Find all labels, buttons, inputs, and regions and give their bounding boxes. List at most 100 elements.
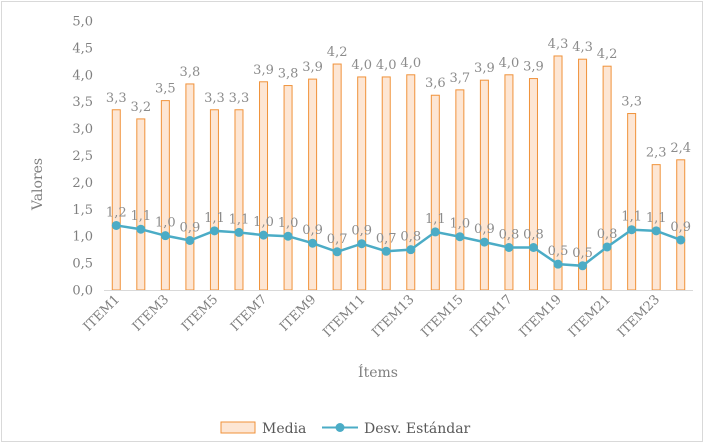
desv-estandar-point — [160, 231, 170, 241]
x-tick-label: ITEM23 — [615, 292, 663, 340]
media-bar — [430, 94, 440, 291]
desv-data-label: 0,8 — [499, 227, 520, 242]
media-data-label: 4,2 — [327, 45, 348, 60]
x-axis-label: Ítems — [358, 363, 398, 381]
media-bar — [528, 78, 538, 291]
desv-data-label: 1,1 — [646, 211, 667, 226]
desv-data-label: 1,0 — [253, 215, 274, 230]
media-bar — [504, 74, 514, 291]
legend: Media Desv. Estándar — [220, 421, 471, 437]
desv-estandar-point — [651, 226, 661, 236]
desv-data-label: 1,0 — [155, 216, 176, 231]
x-tick-label: ITEM13 — [369, 292, 417, 340]
desv-estandar-point — [479, 237, 489, 247]
y-tick-label: 2,0 — [72, 176, 93, 191]
x-tick-label: ITEM15 — [418, 292, 466, 340]
desv-estandar-point — [406, 245, 416, 255]
x-tick-label: ITEM3 — [130, 292, 172, 334]
media-bar — [602, 65, 612, 291]
desv-estandar-point — [676, 235, 686, 245]
y-axis-ticks: 0,0 0,5 1,0 1,5 2,0 2,5 3,0 3,5 4,0 4,5 5,0 — [72, 15, 93, 299]
desv-estandar-point — [136, 224, 146, 234]
y-tick-label: 1,0 — [72, 230, 93, 245]
media-bar — [479, 79, 489, 291]
desv-data-label: 0,9 — [474, 222, 495, 237]
media-data-label: 4,0 — [400, 56, 421, 71]
desv-estandar-point — [185, 236, 195, 246]
y-tick-label: 1,5 — [72, 203, 93, 218]
desv-estandar-point — [602, 242, 612, 252]
x-tick-label: ITEM1 — [81, 292, 123, 334]
media-data-label: 2,4 — [670, 141, 691, 156]
desv-estandar-point — [528, 242, 538, 252]
desv-estandar-point — [259, 230, 269, 240]
y-tick-label: 0,5 — [72, 257, 93, 272]
desv-estandar-point — [504, 242, 514, 252]
x-tick-label: ITEM21 — [566, 292, 614, 340]
y-axis-label: Valores — [30, 158, 46, 211]
y-tick-label: 4,5 — [72, 41, 93, 56]
media-data-label: 3,9 — [302, 60, 323, 75]
media-data-label: 3,2 — [130, 100, 151, 115]
x-tick-label: ITEM5 — [179, 292, 221, 334]
legend-desv-swatch-marker — [335, 423, 345, 432]
media-bar — [259, 81, 269, 291]
desv-estandar-point — [553, 259, 563, 269]
desv-estandar-point — [308, 238, 318, 248]
media-data-label: 4,3 — [572, 40, 593, 55]
x-tick-label: ITEM9 — [277, 292, 319, 334]
media-data-label: 3,3 — [204, 91, 225, 106]
media-data-label: 3,9 — [474, 61, 495, 76]
desv-data-label: 1,1 — [130, 209, 151, 224]
desv-estandar-point — [234, 227, 244, 237]
legend-desv-label: Desv. Estándar — [364, 421, 471, 437]
desv-estandar-point — [332, 247, 342, 257]
media-data-label: 3,3 — [106, 91, 127, 106]
media-data-label: 3,3 — [229, 91, 250, 106]
y-tick-label: 3,5 — [72, 95, 93, 110]
media-bar — [136, 118, 146, 291]
media-data-label: 3,9 — [253, 63, 274, 78]
media-data-label: 3,9 — [523, 60, 544, 75]
y-tick-label: 0,0 — [72, 284, 93, 299]
media-bar — [627, 113, 637, 291]
media-data-label: 3,7 — [450, 71, 471, 86]
x-tick-label: ITEM17 — [468, 292, 516, 340]
media-bars — [111, 55, 686, 291]
media-data-label: 4,0 — [351, 58, 372, 73]
media-bar — [185, 83, 195, 291]
desv-data-label: 1,1 — [621, 210, 642, 225]
media-bar — [381, 76, 391, 291]
media-data-label: 3,8 — [278, 67, 299, 82]
desv-estandar-line — [111, 220, 686, 271]
media-data-label: 4,0 — [499, 56, 520, 71]
desv-data-label: 0,9 — [302, 223, 323, 238]
media-data-label: 3,3 — [621, 95, 642, 110]
desv-estandar-point — [283, 231, 293, 241]
media-bar — [111, 109, 121, 291]
desv-data-label: 1,2 — [106, 205, 127, 220]
desv-estandar-point — [357, 239, 367, 249]
desv-data-label: 0,9 — [670, 220, 691, 235]
desv-data-label: 0,7 — [376, 231, 397, 246]
desv-data-labels: 1,2 1,1 1,0 0,91,1 1,1 1,0 1,0 0,90,70,90,7 0,81… — [106, 205, 691, 260]
x-tick-label: ITEM7 — [228, 292, 270, 334]
media-data-label: 3,8 — [180, 65, 201, 80]
media-data-label: 4,0 — [376, 58, 397, 73]
desv-data-label: 1,1 — [204, 211, 225, 226]
legend-media-swatch — [220, 421, 256, 434]
media-bar — [209, 109, 219, 291]
media-data-labels: 3,33,23,53,83,3 3,33,9 3,8 3,94,24,0 4,0 4,03… — [106, 37, 691, 161]
media-bar — [283, 85, 293, 291]
y-tick-label: 2,5 — [72, 149, 93, 164]
desv-estandar-point — [627, 225, 637, 235]
desv-data-label: 1,1 — [229, 212, 250, 227]
desv-data-label: 0,7 — [327, 232, 348, 247]
desv-data-label: 0,9 — [351, 224, 372, 239]
x-tick-label: ITEM11 — [320, 292, 368, 340]
desv-data-label: 1,0 — [450, 217, 471, 232]
desv-data-label: 0,9 — [180, 221, 201, 236]
desv-data-label: 1,0 — [278, 216, 299, 231]
